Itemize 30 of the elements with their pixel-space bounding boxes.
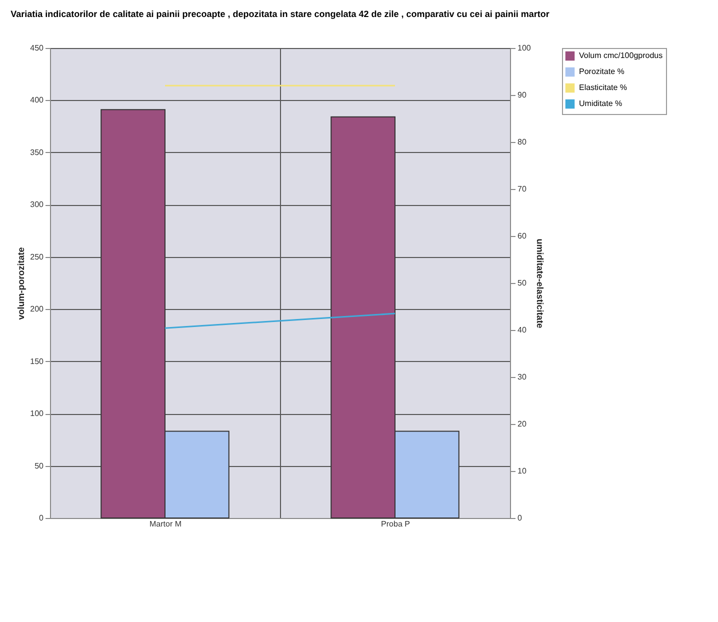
y-tick-label: 350 xyxy=(30,148,44,157)
y-axis-title: volum-porozitate xyxy=(16,247,26,320)
y-tick-label: 100 xyxy=(30,409,44,418)
y-tick-label: 150 xyxy=(30,356,44,366)
legend-label: Umiditate % xyxy=(579,99,622,108)
y2-tick-label: 90 xyxy=(518,90,527,100)
y-tick-label: 0 xyxy=(39,514,44,522)
y-tick-label: 450 xyxy=(30,44,44,52)
legend-label: Porozitate % xyxy=(579,67,624,76)
y2-tick-label: 100 xyxy=(518,44,532,52)
y2-tick-label: 60 xyxy=(518,232,527,240)
y2-tick-label: 70 xyxy=(518,184,527,194)
y2-axis-title: umiditate-elasticitate xyxy=(534,238,545,328)
x-tick-label: Proba P xyxy=(381,520,410,528)
y2-tick-label: 50 xyxy=(518,278,527,288)
legend-label: Volum cmc/100gprodus xyxy=(579,51,663,60)
y2-tick-label: 10 xyxy=(518,466,527,476)
y2-tick-label: 20 xyxy=(518,420,527,428)
y-tick-label: 400 xyxy=(30,96,44,105)
chart-title: Variatia indicatorilor de calitate ai painii precoapte , depozitata in stare congelata 42 de zile , comparativ cu cei ai painii martor xyxy=(10,9,550,19)
y2-tick-label: 80 xyxy=(518,138,527,146)
y2-tick-label: 40 xyxy=(518,326,527,334)
y-tick-label: 250 xyxy=(30,252,44,262)
legend-label: Elasticitate % xyxy=(579,83,628,92)
y-tick-label: 50 xyxy=(34,461,44,470)
x-tick-label: Martor M xyxy=(150,520,182,528)
y-tick-label: 300 xyxy=(30,200,44,210)
y2-tick-label: 30 xyxy=(518,372,527,382)
y-tick-label: 200 xyxy=(30,304,44,314)
y2-tick-label: 0 xyxy=(518,514,522,522)
